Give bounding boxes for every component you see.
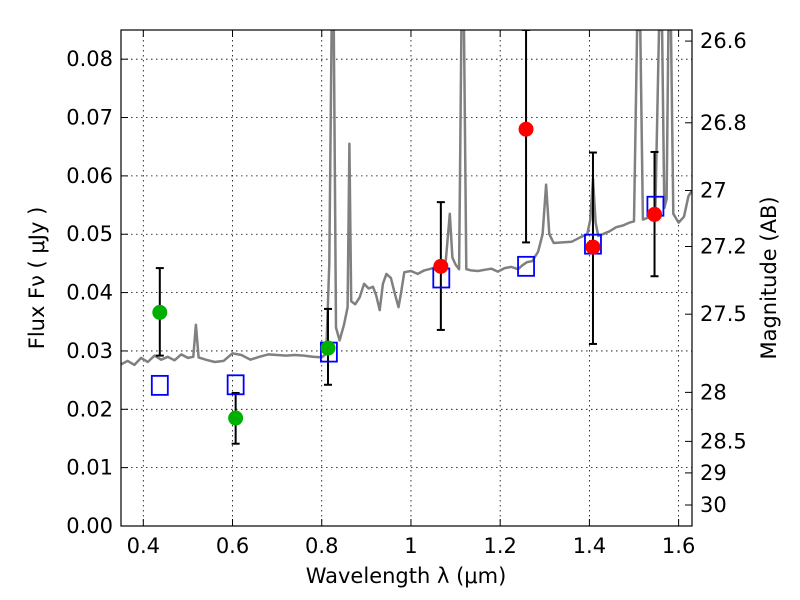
- x-tick-label: 1.2: [483, 534, 516, 558]
- y-axis-label: Flux Fν ( μJy ): [25, 207, 49, 350]
- spectrum-line: [121, 30, 692, 367]
- right-tick-label: 29: [700, 461, 727, 485]
- model-square-marker: [226, 374, 245, 396]
- model-square-marker: [517, 255, 535, 277]
- y-tick-label: 0.04: [66, 281, 113, 305]
- grid: [121, 30, 692, 526]
- tick-labels: 0.4 0.6 0.8 1 1.2 1.4 1.6 0.00 0.01 0.02 0.03 0.04 0…: [66, 29, 747, 558]
- x-tick-label: 1.4: [573, 534, 606, 558]
- y-tick-label: 0.07: [66, 106, 113, 130]
- x-tick-label: 0.6: [216, 534, 249, 558]
- y-tick-label: 0.03: [66, 339, 113, 363]
- x-tick-label: 0.8: [305, 534, 338, 558]
- model-square-marker: [150, 374, 169, 396]
- spectrum-path: [121, 30, 692, 367]
- data-point: [320, 340, 336, 356]
- data-point: [228, 410, 244, 426]
- right-tick-label: 26.6: [700, 29, 747, 53]
- ticks: [121, 30, 692, 527]
- right-tick-label: 27.5: [700, 302, 747, 326]
- x-tick-label: 1.6: [662, 534, 695, 558]
- right-tick-label: 28.5: [700, 429, 747, 453]
- x-tick-label: 0.4: [127, 534, 160, 558]
- right-tick-label: 30: [700, 493, 727, 517]
- y-tick-label: 0.05: [66, 222, 113, 246]
- observed-points: [152, 121, 663, 426]
- data-point: [518, 121, 534, 137]
- model-squares: [150, 195, 665, 396]
- y-tick-label: 0.00: [66, 514, 113, 538]
- y-tick-label: 0.01: [66, 456, 113, 480]
- y-tick-label: 0.08: [66, 47, 113, 71]
- data-point: [585, 239, 601, 255]
- data-point: [433, 258, 449, 274]
- data-point: [647, 206, 663, 222]
- data-point: [152, 304, 168, 320]
- right-tick-label: 27: [700, 178, 727, 202]
- right-tick-label: 27.2: [700, 234, 747, 258]
- x-axis-label: Wavelength λ (μm): [306, 564, 507, 588]
- plot-frame: [120, 29, 693, 527]
- right-tick-label: 28: [700, 380, 727, 404]
- y-tick-label: 0.06: [66, 164, 113, 188]
- y-tick-label: 0.02: [66, 397, 113, 421]
- right-y-axis-label: Magnitude (AB): [757, 196, 781, 359]
- x-tick-label: 1: [404, 534, 417, 558]
- right-tick-label: 26.8: [700, 111, 747, 135]
